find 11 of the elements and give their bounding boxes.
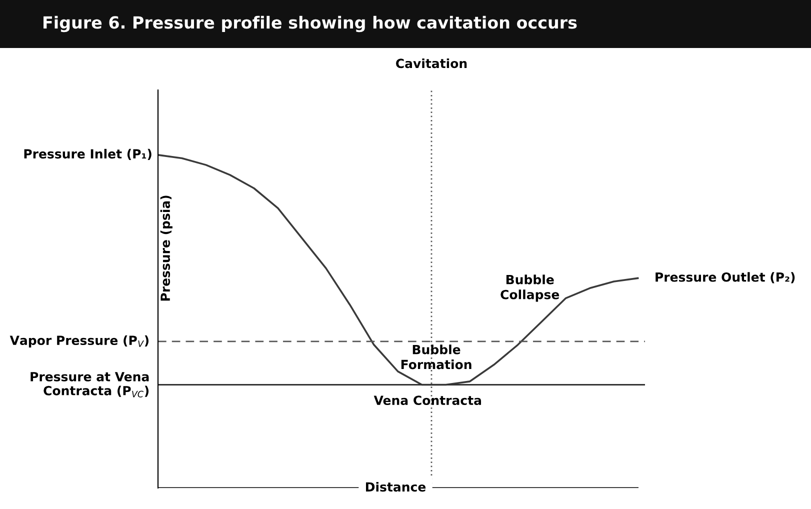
text: Pressure Outlet (P₂) [656,272,795,284]
text: Cavitation [396,58,467,68]
annotation: Bubble Collapse [500,274,560,302]
y-axis-title: Pressure (psia) [160,196,172,301]
ref-line-label: Pressure at Vena Contracta (P$_{VC}$) [30,372,149,398]
ref-line-label: Vapor Pressure (P$_{V}$) [10,335,148,348]
annotation: Bubble Formation [401,344,472,370]
text: Pressure Inlet (P₁) [24,148,152,160]
x-axis-title: Distance [366,482,426,492]
chart-title: Figure 6. Pressure profile showing how cavitation occurs [44,16,577,32]
annotation: Vena Contracta [374,396,482,406]
